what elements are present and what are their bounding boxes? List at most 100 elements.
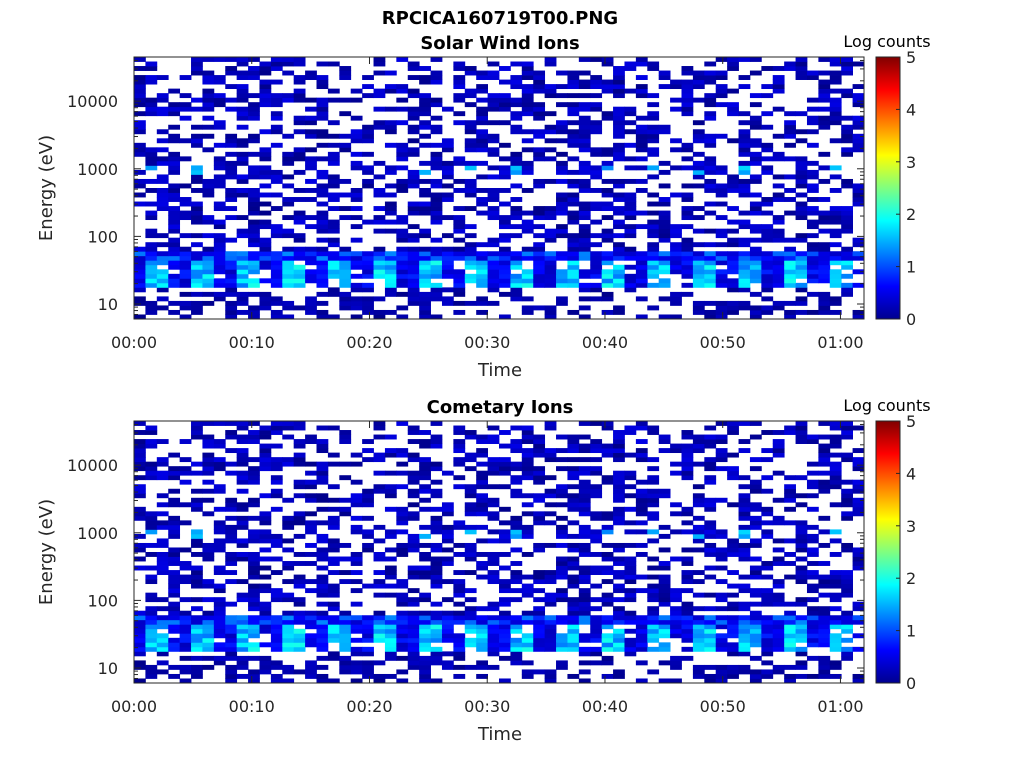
heatmap-cell [476,300,488,306]
heatmap-cell [430,75,443,80]
heatmap-cell [533,511,546,517]
heatmap-cell [476,296,488,302]
heatmap-cell [236,61,249,67]
heatmap-cell [715,597,728,603]
heatmap-cell [316,174,329,180]
heatmap-cell [430,246,443,252]
heatmap-cell [282,151,295,157]
heatmap-cell [761,169,774,175]
heatmap-cell [191,269,203,275]
heatmap-cell [168,237,181,243]
heatmap-cell [738,642,751,648]
heatmap-cell [658,183,671,189]
heatmap-cell [647,138,660,144]
heatmap-cell [430,619,443,625]
heatmap-cell [419,678,431,684]
heatmap-cell [749,237,762,243]
heatmap-cell [236,278,249,284]
heatmap-cell [749,291,762,297]
heatmap-cell [806,260,819,266]
heatmap-cell [590,255,603,261]
heatmap-cell [259,628,272,634]
heatmap-cell [738,556,751,562]
heatmap-cell [521,129,534,135]
heatmap-cell [327,606,340,612]
heatmap-cell [156,646,169,652]
heatmap-cell [282,637,295,643]
heatmap-cell [202,624,215,630]
heatmap-cell [350,660,363,666]
heatmap-cell [761,624,774,630]
heatmap-cell [556,502,568,508]
heatmap-cell [806,309,819,315]
heatmap-cell [681,633,694,639]
heatmap-cell [373,251,386,257]
heatmap-cell [430,556,443,562]
heatmap-cell [305,624,317,630]
heatmap-cell [191,305,203,311]
heatmap-cell [806,642,819,648]
heatmap-cell [578,588,591,594]
heatmap-cell [590,287,603,293]
heatmap-cell [270,615,283,621]
heatmap-cell [191,579,203,585]
heatmap-cell [430,57,443,62]
heatmap-cell [670,192,682,198]
heatmap-cell [430,601,443,607]
heatmap-cell [510,637,523,643]
heatmap-cell [613,511,625,517]
heatmap-cell [635,439,648,444]
heatmap-cell [544,314,557,320]
heatmap-cell [727,583,739,589]
heatmap-cell [441,660,454,666]
heatmap-cell [578,470,591,476]
heatmap-cell [316,201,329,207]
heatmap-cell [784,646,796,652]
heatmap-cell [270,430,283,435]
heatmap-cell [749,255,762,261]
heatmap-cell [521,169,534,175]
heatmap-cell [282,156,295,162]
heatmap-cell [350,251,363,257]
heatmap-cell [225,314,238,320]
heatmap-cell [202,133,215,139]
heatmap-cell [384,655,397,661]
heatmap-cell [499,615,511,621]
heatmap-cell [339,147,352,153]
heatmap-cell [396,88,409,94]
heatmap-cell [441,538,454,544]
heatmap-cell [373,678,386,684]
heatmap-cell [316,628,329,634]
heatmap-cell [601,615,614,621]
heatmap-cell [248,314,260,320]
heatmap-cell [419,655,431,661]
heatmap-cell [738,305,751,311]
heatmap-cell [772,615,785,621]
heatmap-cell [727,606,739,612]
heatmap-cell [852,678,865,684]
heatmap-cell [179,282,192,288]
heatmap-cell [681,111,694,117]
heatmap-cell [213,597,226,603]
heatmap-cell [362,515,374,521]
heatmap-cell [327,242,340,248]
heatmap-cell [191,97,203,103]
heatmap-cell [841,57,853,62]
heatmap-cell [738,160,751,166]
heatmap-cell [156,597,169,603]
heatmap-cell [145,574,158,580]
heatmap-cell [156,642,169,648]
x-tick-label: 01:00 [817,697,863,716]
heatmap-cell [818,165,831,171]
heatmap-cell [179,233,192,239]
heatmap-cell [179,561,192,566]
heatmap-cell [145,300,158,306]
heatmap-cell [818,479,831,485]
heatmap-cell [339,556,352,562]
heatmap-cell [191,124,203,130]
heatmap-cell [635,156,648,162]
heatmap-cell [613,520,625,526]
heatmap-cell [601,529,614,535]
heatmap-cell [316,497,329,503]
heatmap-cell [430,506,443,512]
